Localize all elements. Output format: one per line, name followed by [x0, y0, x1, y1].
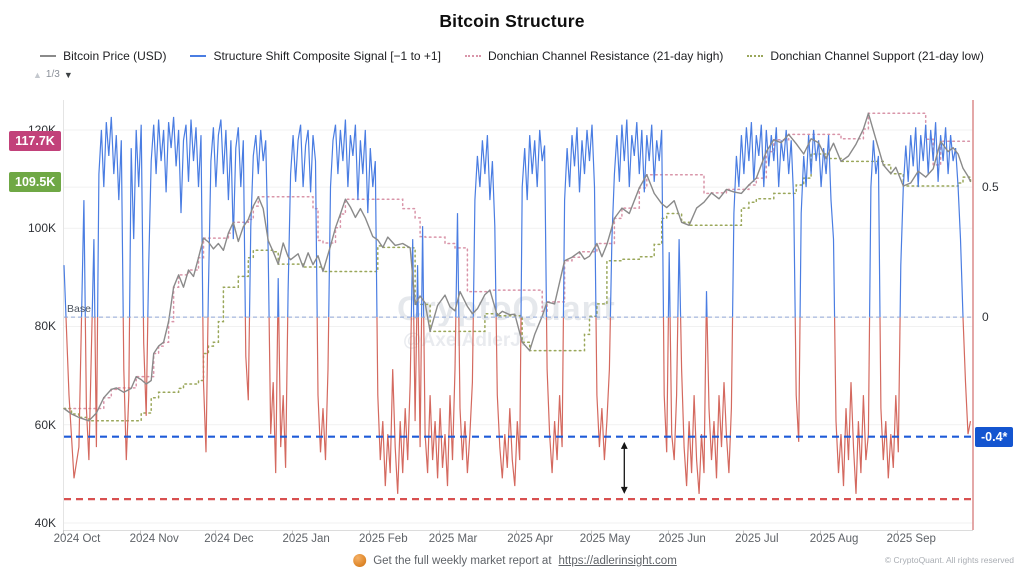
right-axis-tick-label: 0.5 — [982, 180, 999, 195]
x-axis-tick — [63, 530, 64, 534]
x-axis-tick-label: 2025 Apr — [507, 533, 554, 545]
x-axis-tick — [140, 530, 142, 534]
chart-plot-area[interactable] — [63, 100, 974, 531]
legend-item-label: Bitcoin Price (USD) — [63, 49, 167, 63]
value-badge: 109.5K — [9, 171, 61, 192]
copyright-text: © CryptoQuant. All rights reserved — [884, 555, 1014, 565]
left-axis-tick-label: 100K — [27, 221, 56, 236]
right-axis-tick-label: 0 — [982, 310, 989, 325]
x-axis-tick — [742, 530, 744, 534]
x-axis-tick — [897, 530, 899, 534]
footer-promo: Get the full weekly market report at htt… — [353, 554, 677, 567]
legend-item-label: Donchian Channel Resistance (21-day high… — [487, 49, 724, 63]
x-axis-tick — [590, 530, 592, 534]
x-axis-tick-label: 2024 Dec — [204, 533, 254, 545]
legend-item-3[interactable]: Donchian Channel Support (21-day low) — [747, 49, 984, 63]
x-axis-tick-label: 2025 Jul — [735, 533, 779, 545]
x-axis-tick-label: 2025 Sep — [886, 533, 936, 545]
legend: Bitcoin Price (USD) Structure Shift Compo… — [20, 49, 1004, 63]
line-marker-icon — [40, 55, 57, 57]
value-badge: -0.4* — [975, 426, 1014, 447]
left-axis-tick-label: 80K — [34, 319, 56, 334]
x-axis-tick — [820, 530, 822, 534]
legend-item-1[interactable]: Structure Shift Composite Signal [−1 to … — [190, 49, 441, 63]
base-line-label: Base — [67, 303, 91, 316]
line-marker-icon — [190, 55, 207, 57]
x-axis-tick-label: 2024 Nov — [129, 533, 179, 545]
x-axis-tick — [292, 530, 294, 534]
legend-item-label: Donchian Channel Support (21-day low) — [770, 49, 984, 63]
pager-down-icon[interactable]: ▼ — [63, 69, 73, 80]
pager-label: 1/3 — [45, 69, 60, 80]
x-axis-tick — [668, 530, 670, 534]
left-axis-tick-label: 60K — [34, 417, 56, 432]
promo-text: Get the full weekly market report at — [373, 554, 552, 567]
promo-link[interactable]: https://adlerinsight.com — [558, 554, 677, 567]
page-title: Bitcoin Structure — [439, 11, 585, 31]
x-axis-tick-label: 2024 Oct — [53, 533, 101, 545]
legend-item-label: Structure Shift Composite Signal [−1 to … — [213, 49, 441, 63]
x-axis-tick-label: 2025 Aug — [809, 533, 859, 545]
chart-pager: ▲ 1/3 ▼ — [33, 69, 73, 80]
x-axis-tick — [439, 530, 441, 534]
x-axis-tick-label: 2025 Mar — [428, 533, 478, 545]
x-axis-tick-label: 2025 Jan — [282, 533, 330, 545]
x-axis-tick-label: 2025 Jun — [658, 533, 706, 545]
pager-up-icon[interactable]: ▲ — [33, 69, 42, 80]
legend-item-2[interactable]: Donchian Channel Resistance (21-day high… — [464, 49, 724, 63]
x-axis-tick — [214, 530, 216, 534]
dotted-marker-icon — [747, 55, 764, 57]
value-badge: 117.7K — [9, 131, 61, 152]
orange-dot-icon — [353, 554, 367, 567]
x-axis-tick — [369, 530, 371, 534]
x-axis-tick — [516, 530, 518, 534]
x-axis-tick-label: 2025 May — [579, 533, 631, 545]
legend-item-0[interactable]: Bitcoin Price (USD) — [40, 49, 166, 63]
left-axis-tick-label: 40K — [34, 516, 56, 531]
dotted-marker-icon — [464, 55, 481, 57]
x-axis-tick-label: 2025 Feb — [359, 533, 408, 545]
